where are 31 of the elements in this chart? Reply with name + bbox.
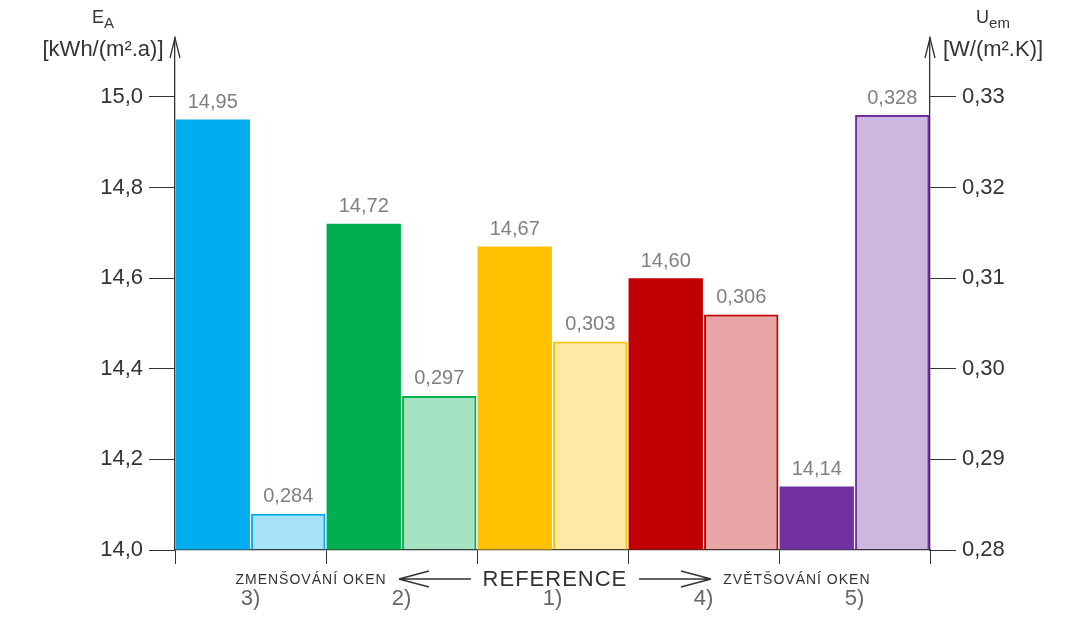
x-tick-label: 1) (542, 585, 563, 611)
text: ZMENŠOVÁNÍ OKEN (235, 571, 387, 587)
y2-tick-label: 0,30 (962, 354, 1005, 380)
data-label: 0,297 (414, 366, 465, 389)
y2-tick-label: 0,31 (962, 264, 1005, 290)
y2-tick-label: 0,33 (962, 82, 1005, 108)
x-tick-label: 2) (391, 585, 412, 611)
text: ZVĚTŠOVÁNÍ OKEN (723, 571, 871, 587)
y-tick-label: 14,0 (100, 536, 143, 562)
y-tick-label: 14,4 (100, 354, 143, 380)
y2-axis-title: U$_{em}$ [W/(m².K)] (941, 6, 1045, 62)
data-label: 14,72 (338, 194, 389, 217)
y-tick-label: 14,2 (100, 445, 143, 471)
y-axis-title: E$_{A}$ [kWh/(m².a)] (41, 6, 165, 62)
data-label: 0,303 (565, 312, 616, 335)
y2-tick-label: 0,28 (962, 536, 1005, 562)
y-tick-label: 15,0 (100, 82, 143, 108)
x-tick-label: 4) (693, 585, 714, 611)
x-tick-label: 3) (240, 585, 261, 611)
data-label: 0,306 (716, 284, 767, 307)
data-label: 14,60 (640, 248, 691, 271)
data-label: 14,95 (187, 90, 238, 113)
x-tick-label: 5) (844, 585, 865, 611)
data-label: 0,328 (867, 85, 918, 108)
data-label: 14,14 (791, 457, 842, 480)
y-tick-label: 14,8 (100, 173, 143, 199)
y2-tick-label: 0,29 (962, 445, 1005, 471)
y-tick-label: 14,6 (100, 264, 143, 290)
y2-tick-label: 0,32 (962, 173, 1005, 199)
data-label: 0,284 (263, 484, 314, 507)
data-label: 14,67 (489, 216, 540, 239)
